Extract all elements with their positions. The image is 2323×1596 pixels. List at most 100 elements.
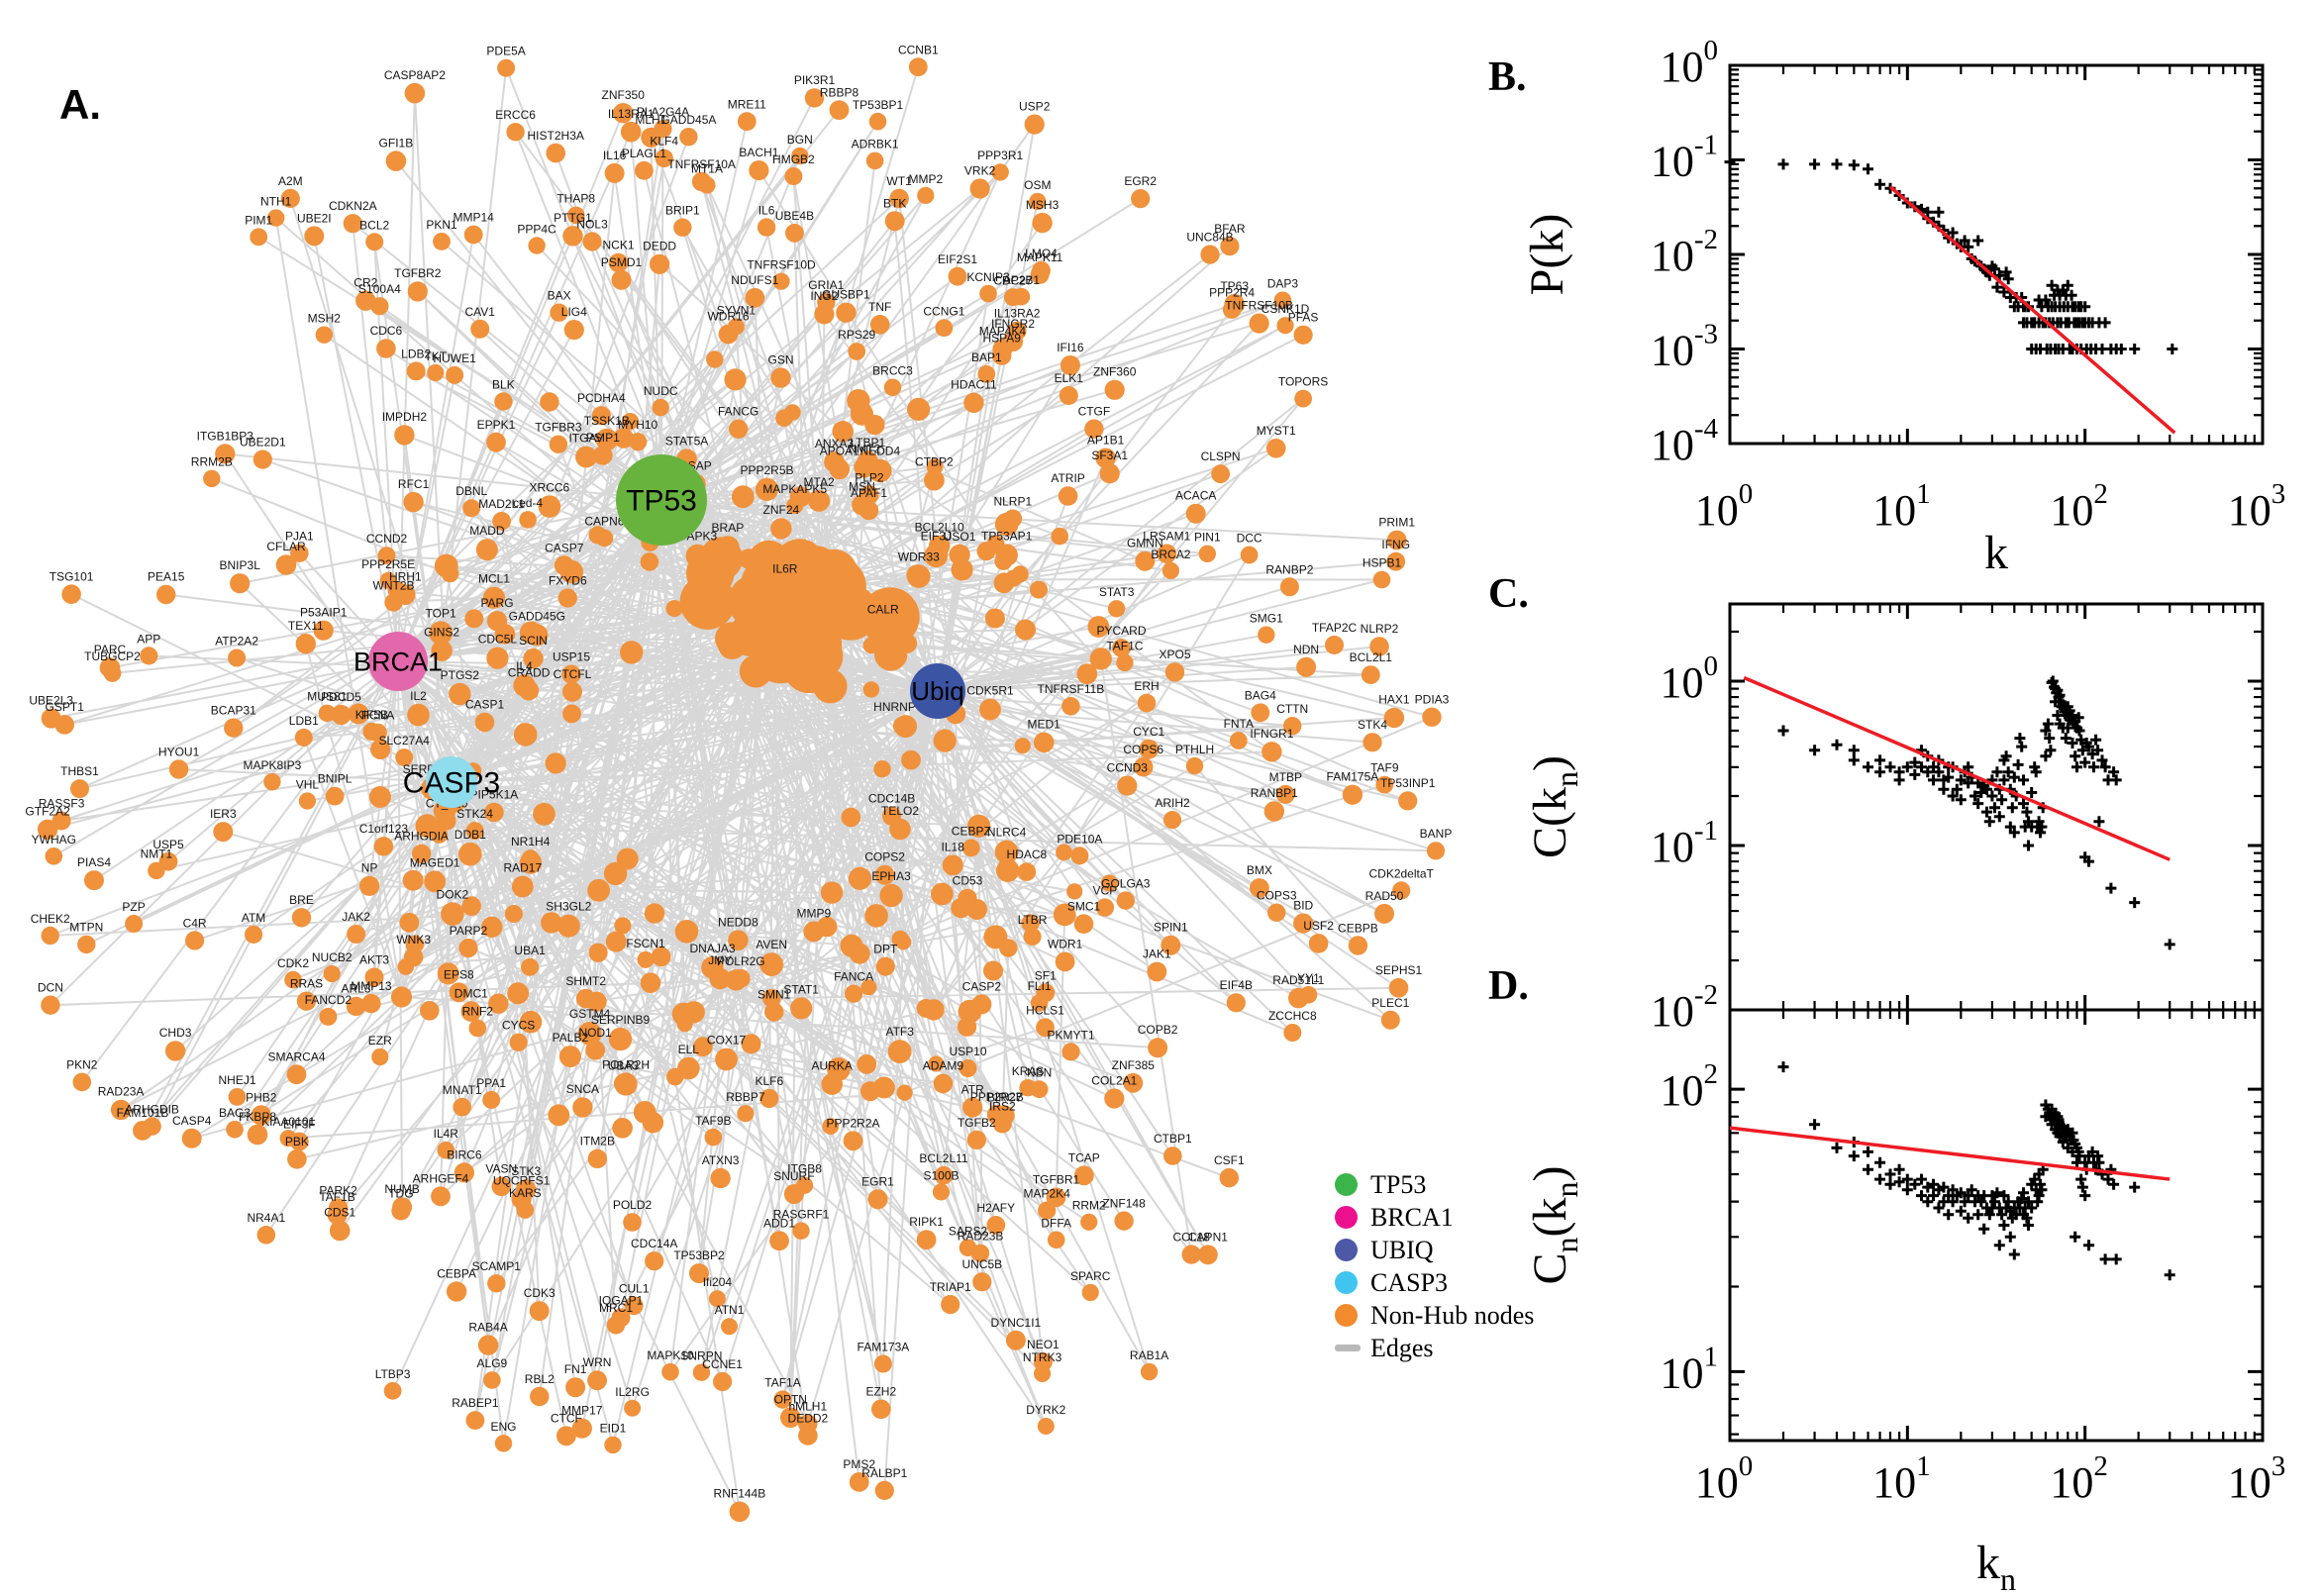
gene-label: CDS1 <box>324 1206 355 1220</box>
gene-node <box>804 88 825 108</box>
gene-node <box>679 573 736 630</box>
gene-node <box>1251 703 1270 723</box>
gene-label: BID <box>1293 899 1313 913</box>
gene-label: AKT3 <box>359 953 389 967</box>
gene-label: NEO1 <box>1027 1338 1060 1351</box>
gene-node <box>1386 551 1406 571</box>
gene-node <box>529 1301 550 1322</box>
gene-label: P53AIP1 <box>300 606 348 620</box>
gene-node <box>1005 1330 1026 1350</box>
gene-node <box>1003 509 1023 529</box>
gene-node <box>708 1290 726 1308</box>
gene-label: DCN <box>38 981 63 995</box>
gene-node <box>849 1472 869 1492</box>
gene-node <box>616 848 639 870</box>
gene-label: NLRP1 <box>993 495 1032 509</box>
gene-label: CFLAR <box>266 540 306 553</box>
gene-node <box>718 324 739 345</box>
gene-label: SPIN1 <box>1154 921 1188 935</box>
gene-label: IL13RA1 <box>608 107 655 121</box>
gene-node <box>879 883 903 908</box>
gene-label: TFAP2C <box>1312 621 1358 635</box>
gene-label: PDE5A <box>486 45 525 58</box>
gene-label: EPHA3 <box>871 869 911 883</box>
gene-labels: TCAP Ifi204 PRIM1 NHEJ1 TP53INP1 P53AIP1 KLF4 T… <box>25 43 1452 1500</box>
gene-node <box>1147 961 1167 982</box>
gene-node <box>867 1189 888 1210</box>
gene-node <box>759 1088 779 1109</box>
gene-node <box>1059 386 1078 405</box>
gene-node <box>1422 707 1442 727</box>
gene-label: JAK1 <box>1143 948 1171 961</box>
gene-node <box>215 444 236 464</box>
gene-label: IQGAP1 <box>599 1293 644 1307</box>
gene-label: EGR2 <box>1124 174 1157 188</box>
gene-node <box>935 319 954 338</box>
gene-label: FKBP8 <box>239 1110 276 1124</box>
gene-node <box>994 840 1019 864</box>
gene-label: BAX <box>548 288 571 302</box>
gene-label: BCL2 <box>359 218 389 232</box>
gene-node <box>1060 355 1080 375</box>
gene-label: HSPA9 <box>982 331 1021 345</box>
gene-node <box>959 1239 977 1257</box>
gene-node <box>298 792 316 810</box>
gene-node <box>737 1105 755 1123</box>
gene-node <box>869 315 890 335</box>
gene-node <box>673 218 692 237</box>
gene-label: DEDD2 <box>788 1411 829 1425</box>
gene-node <box>143 1117 161 1136</box>
gene-node <box>984 608 1005 629</box>
gene-node <box>891 930 909 948</box>
legend-label: BRCA1 <box>1370 1202 1454 1232</box>
gene-label: IL16 <box>603 149 627 162</box>
gene-label: KCNIP3 <box>966 270 1010 284</box>
gene-node <box>986 1216 1006 1235</box>
gene-label: CSF1 <box>1214 1153 1245 1167</box>
gene-node <box>458 939 478 958</box>
gene-node <box>370 739 391 759</box>
gene-label: ACACA <box>1175 489 1216 503</box>
gene-node <box>140 647 158 665</box>
gene-node <box>267 209 285 227</box>
gene-label: KIAA0101 <box>261 1115 315 1129</box>
gene-node <box>1058 486 1078 506</box>
gene-node <box>1117 775 1138 796</box>
gene-label: STK24 <box>456 807 493 821</box>
gene-node <box>1263 801 1285 822</box>
gene-node <box>1047 1231 1065 1249</box>
gene-node <box>676 1016 693 1033</box>
gene-node <box>595 529 614 548</box>
gene-label: hMLH1 <box>788 1400 827 1414</box>
gene-label: FANCG <box>718 405 758 419</box>
gene-node <box>808 489 831 512</box>
gene-label: CDK5R1 <box>966 684 1014 698</box>
gene-node <box>1076 663 1098 685</box>
gene-label: GFI1B <box>379 136 414 150</box>
gene-node <box>1162 561 1179 580</box>
gene-label: CTTN <box>1276 702 1308 716</box>
gene-label: MTA2 <box>804 475 835 489</box>
gene-node <box>845 984 863 1003</box>
gene-label: ARIH2 <box>1155 796 1190 810</box>
gene-node <box>77 935 96 954</box>
gene-node <box>916 1230 937 1250</box>
gene-label: CDKN2A <box>329 199 377 213</box>
gene-node <box>446 1281 467 1302</box>
gene-label: TKT <box>424 349 447 363</box>
gene-label: CDC14B <box>868 792 915 806</box>
gene-label: NUMB <box>384 1182 419 1196</box>
gene-node <box>497 58 516 77</box>
gene-node <box>792 1222 810 1240</box>
gene-label: CTBP2 <box>915 455 954 469</box>
gene-node <box>110 1099 132 1121</box>
gene-node <box>971 994 992 1015</box>
gene-label: CEBPB <box>1338 921 1378 935</box>
gene-label: BNIP3L <box>220 558 261 572</box>
gene-node <box>992 339 1013 359</box>
gene-node <box>1198 1245 1218 1265</box>
gene-node <box>1426 842 1446 860</box>
legend-row-brca1: BRCA1 <box>1335 1201 1534 1234</box>
gene-node <box>587 878 610 902</box>
gene-node <box>874 864 895 885</box>
